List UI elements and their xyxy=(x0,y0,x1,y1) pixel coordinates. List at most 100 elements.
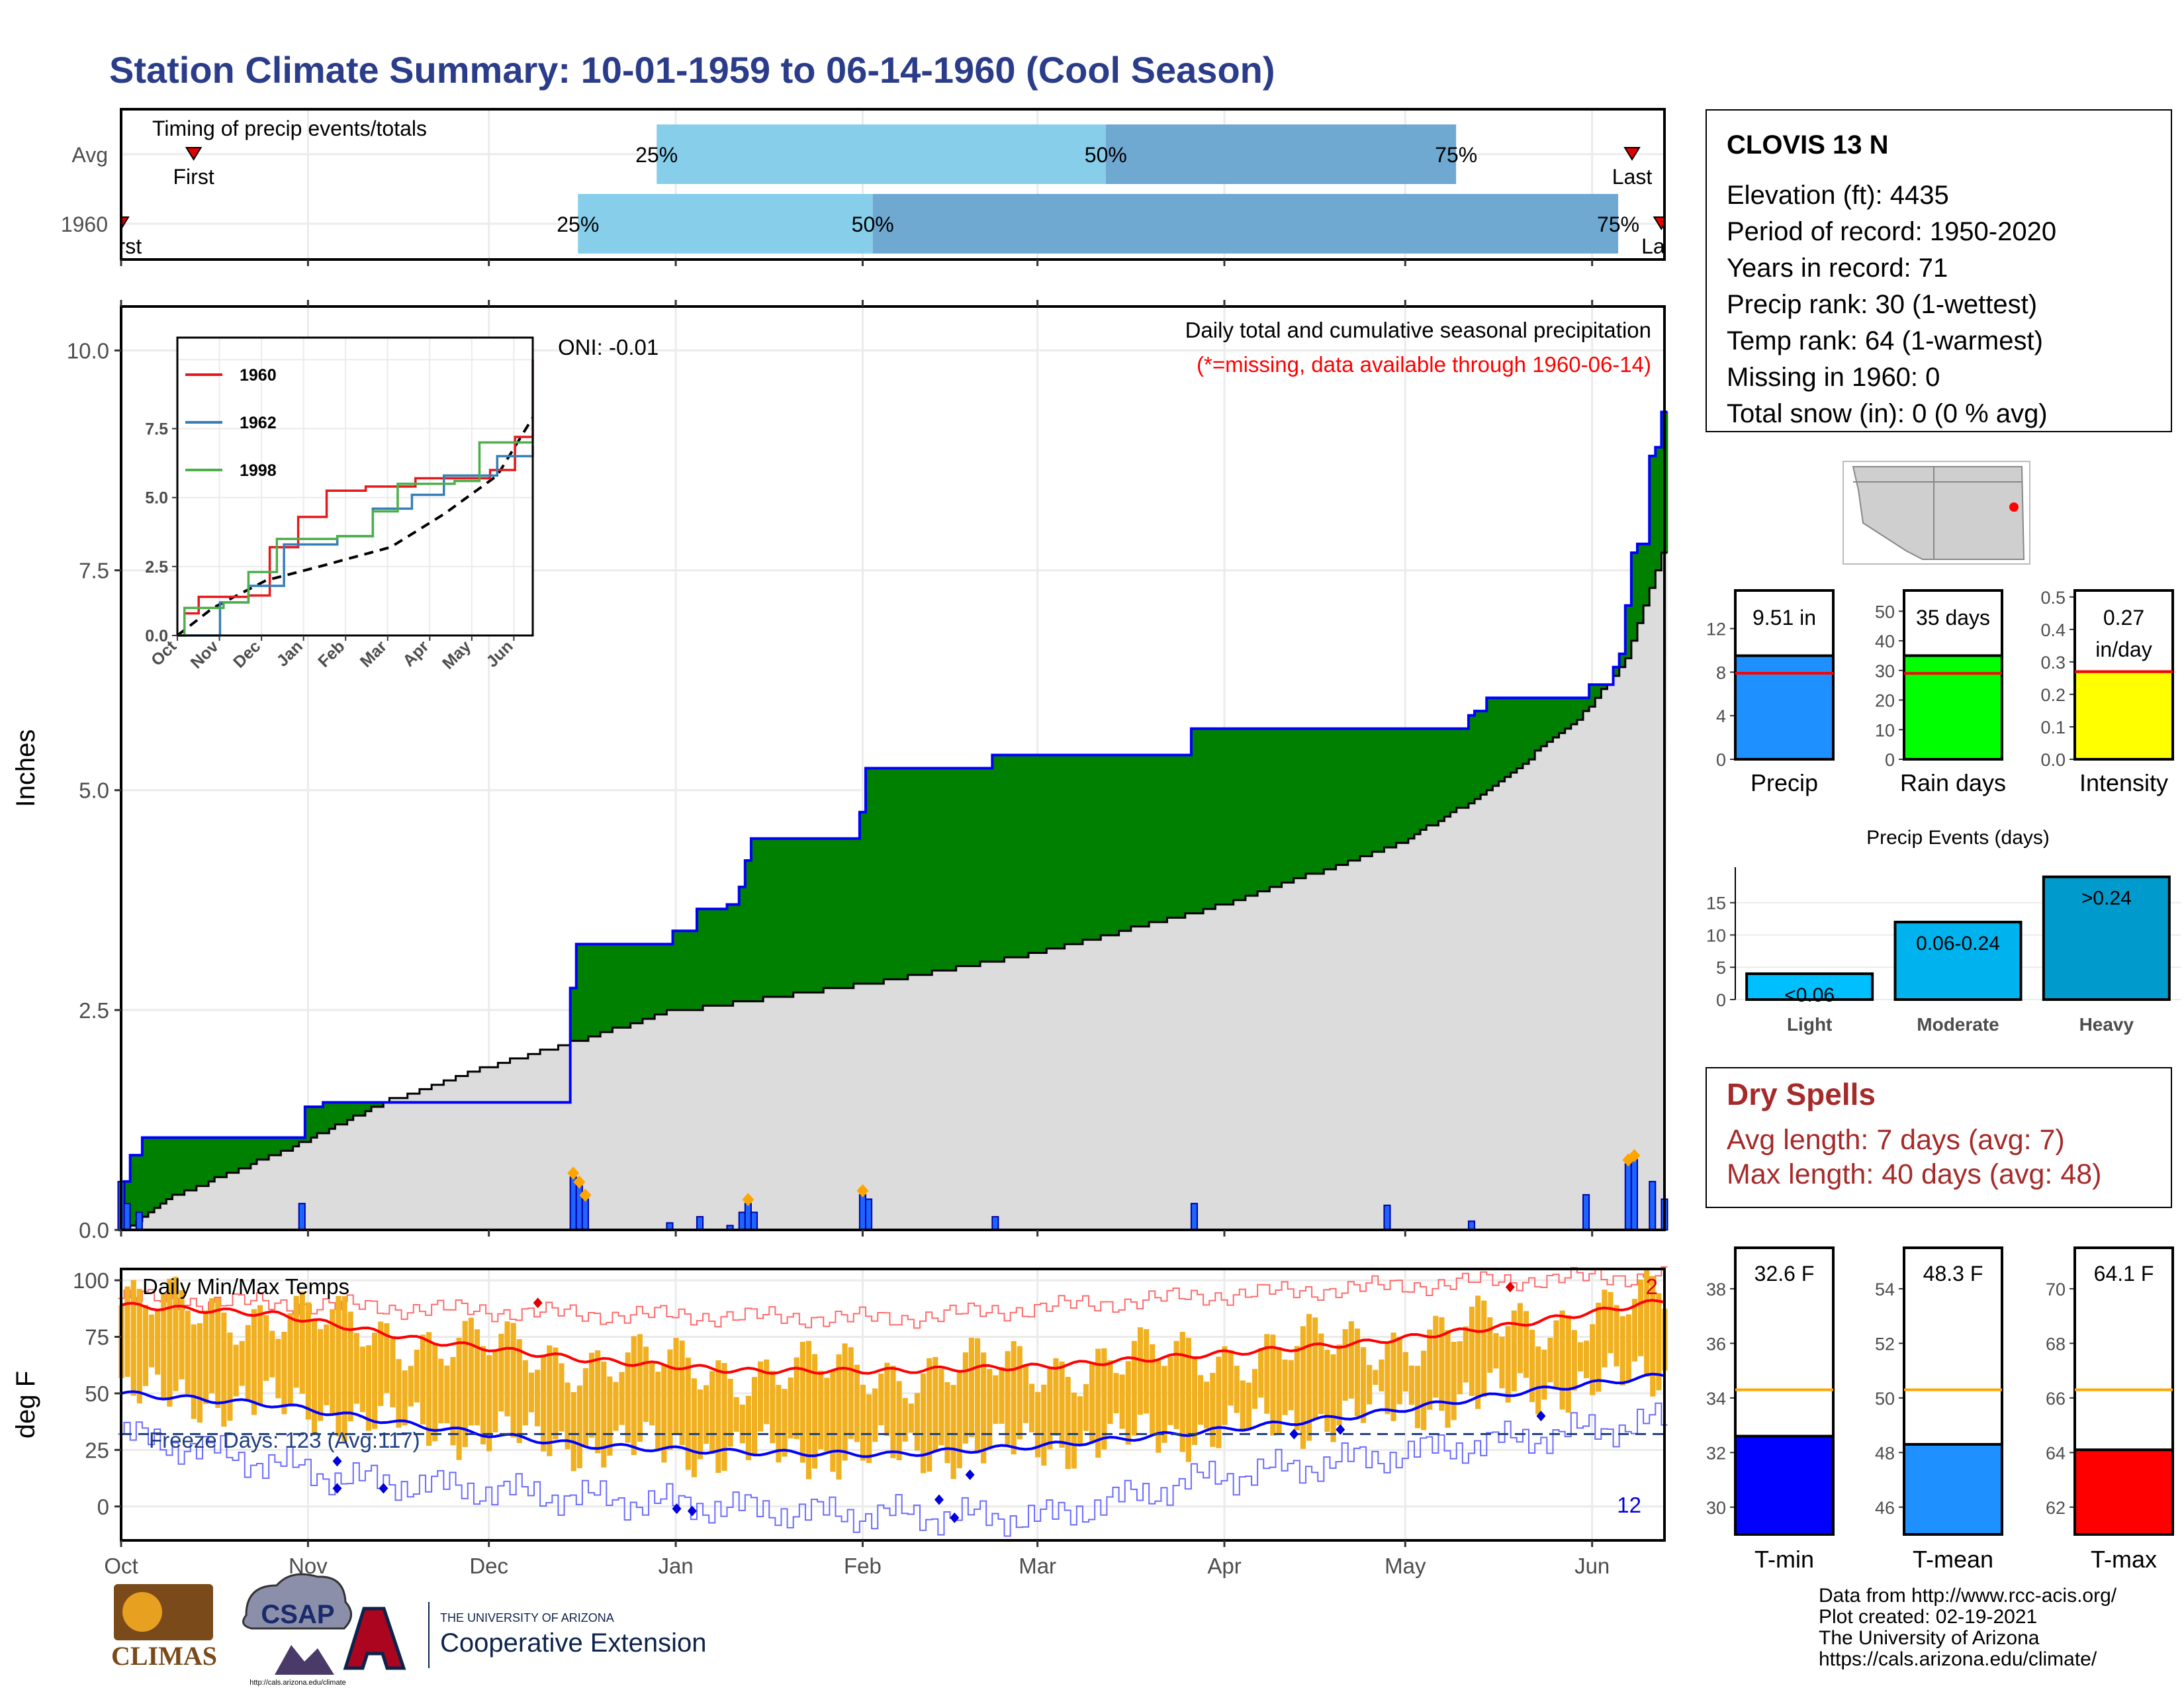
month-label: Apr xyxy=(1207,1554,1241,1578)
credit-line: https://cals.arizona.edu/climate/ xyxy=(1819,1648,2097,1670)
y-tick-label: 50 xyxy=(85,1382,109,1406)
daily-temp-bar xyxy=(444,1365,450,1424)
mini-y-tick: 0.5 xyxy=(2040,588,2066,608)
daily-temp-bar xyxy=(1414,1366,1421,1429)
daily-temp-bar xyxy=(1367,1364,1373,1405)
precip-diff-fill xyxy=(757,838,764,1002)
summary-value-label: 9.51 in xyxy=(1752,606,1816,630)
mini-y-tick: 40 xyxy=(1875,632,1895,651)
record-low-marker xyxy=(672,1503,682,1515)
precip-diff-fill xyxy=(178,1137,185,1195)
daily-temp-bar xyxy=(993,1375,999,1424)
month-label: Jan xyxy=(658,1554,693,1578)
tempbar-y-tick: 34 xyxy=(1706,1389,1726,1409)
precip-diff-fill xyxy=(1414,728,1421,835)
precip-diff-fill xyxy=(1372,728,1379,852)
daily-temp-bar xyxy=(655,1372,661,1450)
precip-diff-fill xyxy=(642,944,649,1019)
precip-diff-fill xyxy=(570,988,577,1041)
daily-temp-bar xyxy=(438,1358,444,1424)
daily-temp-bar xyxy=(1481,1300,1487,1397)
precip-diff-fill xyxy=(823,838,831,988)
daily-temp-bar xyxy=(782,1389,788,1457)
precip-diff-fill xyxy=(1281,728,1289,883)
daily-temp-bar xyxy=(130,1280,136,1396)
daily-temp-bar xyxy=(770,1370,776,1444)
precip-diff-fill xyxy=(1359,728,1367,857)
precip-diff-fill xyxy=(323,1102,330,1133)
credit-line: Data from http://www.rcc-acis.org/ xyxy=(1819,1585,2117,1607)
precip-diff-fill xyxy=(371,1102,378,1107)
precip-diff-fill xyxy=(1305,728,1312,874)
precip-diff-fill xyxy=(1324,728,1331,870)
daily-temp-bar xyxy=(167,1278,173,1407)
daily-temp-bar xyxy=(570,1391,576,1472)
daily-temp-bar xyxy=(1565,1315,1571,1413)
first-event-marker xyxy=(185,147,203,161)
mini-y-tick: 0.3 xyxy=(2040,653,2066,673)
precip-diff-fill xyxy=(256,1137,263,1160)
daily-temp-bar xyxy=(432,1343,438,1442)
daily-temp-bar xyxy=(709,1371,715,1454)
precip-diff-fill xyxy=(293,1137,300,1147)
temp-title: Daily Min/Max Temps xyxy=(142,1274,349,1299)
precip-diff-fill xyxy=(1318,728,1325,874)
daily-temp-bar xyxy=(914,1393,920,1451)
precip-diff-fill xyxy=(968,768,975,966)
daily-temp-bar xyxy=(836,1354,842,1480)
inset-y-tick: 2.5 xyxy=(145,558,168,577)
y-tick-label: 100 xyxy=(73,1268,109,1293)
daily-temp-bar xyxy=(1584,1340,1590,1378)
events-y-tick: 5 xyxy=(1716,958,1726,978)
daily-temp-bar xyxy=(1644,1270,1650,1377)
summary-value-label: 35 days xyxy=(1916,606,1990,630)
daily-temp-bar xyxy=(805,1340,812,1479)
daily-temp-bar xyxy=(1608,1291,1614,1354)
record-high-marker xyxy=(1505,1282,1515,1293)
inset-bg xyxy=(177,338,533,635)
daily-temp-bar xyxy=(365,1345,372,1431)
daily-precip-bar xyxy=(696,1216,704,1231)
daily-temp-bar xyxy=(1216,1356,1222,1448)
credits: Data from http://www.rcc-acis.org/ Plot … xyxy=(1819,1585,2116,1670)
precip-diff-fill xyxy=(1299,728,1306,878)
precip-diff-fill xyxy=(1136,755,1144,927)
daily-temp-bar xyxy=(1354,1328,1360,1417)
daily-temp-bar xyxy=(673,1338,679,1436)
daily-temp-bar xyxy=(1041,1384,1047,1466)
precip-diff-fill xyxy=(847,838,854,988)
station-line: Temp rank: 64 (1-warmest) xyxy=(1727,326,2043,355)
precip-diff-fill xyxy=(799,838,806,993)
precip-diff-fill xyxy=(655,944,662,1015)
precip-diff-fill xyxy=(1655,447,1662,571)
precip-diff-fill xyxy=(1203,728,1210,910)
timing-frame xyxy=(120,108,1666,261)
tempbar-axis-label: T-mean xyxy=(1913,1546,1993,1573)
oni-label: ONI: -0.01 xyxy=(558,335,659,359)
station-line: Precip rank: 30 (1-wettest) xyxy=(1727,290,2038,319)
tempbar-axis-label: T-max xyxy=(2091,1546,2157,1573)
precip-diff-fill xyxy=(1601,684,1608,689)
tempbar-frame xyxy=(1903,1246,2003,1536)
precip-diff-fill xyxy=(1565,698,1572,729)
daily-temp-bar xyxy=(263,1315,269,1381)
record-min-line xyxy=(118,1402,1668,1537)
legend-label: 1962 xyxy=(240,414,277,432)
precip-diff-fill xyxy=(672,931,680,1010)
precip-diff-fill xyxy=(1155,755,1162,922)
daily-temp-bar xyxy=(613,1382,619,1431)
precip-diff-fill xyxy=(835,838,842,988)
daily-temp-bar xyxy=(510,1323,516,1438)
daily-temp-bar xyxy=(1282,1359,1288,1415)
precip-diff-fill xyxy=(606,944,614,1033)
tempbar-value-label: 64.1 F xyxy=(2094,1262,2154,1286)
daily-temp-bar xyxy=(197,1323,203,1423)
station-line: Years in record: 71 xyxy=(1727,254,1948,283)
precip-diff-fill xyxy=(202,1137,209,1186)
precip-diff-fill xyxy=(1480,711,1488,795)
precip-diff-fill xyxy=(130,1155,137,1226)
precip-diff-fill xyxy=(335,1102,342,1125)
precip-diff-fill xyxy=(769,838,776,997)
precip-diff-fill xyxy=(1221,728,1228,905)
precip-diff-fill xyxy=(884,768,891,980)
